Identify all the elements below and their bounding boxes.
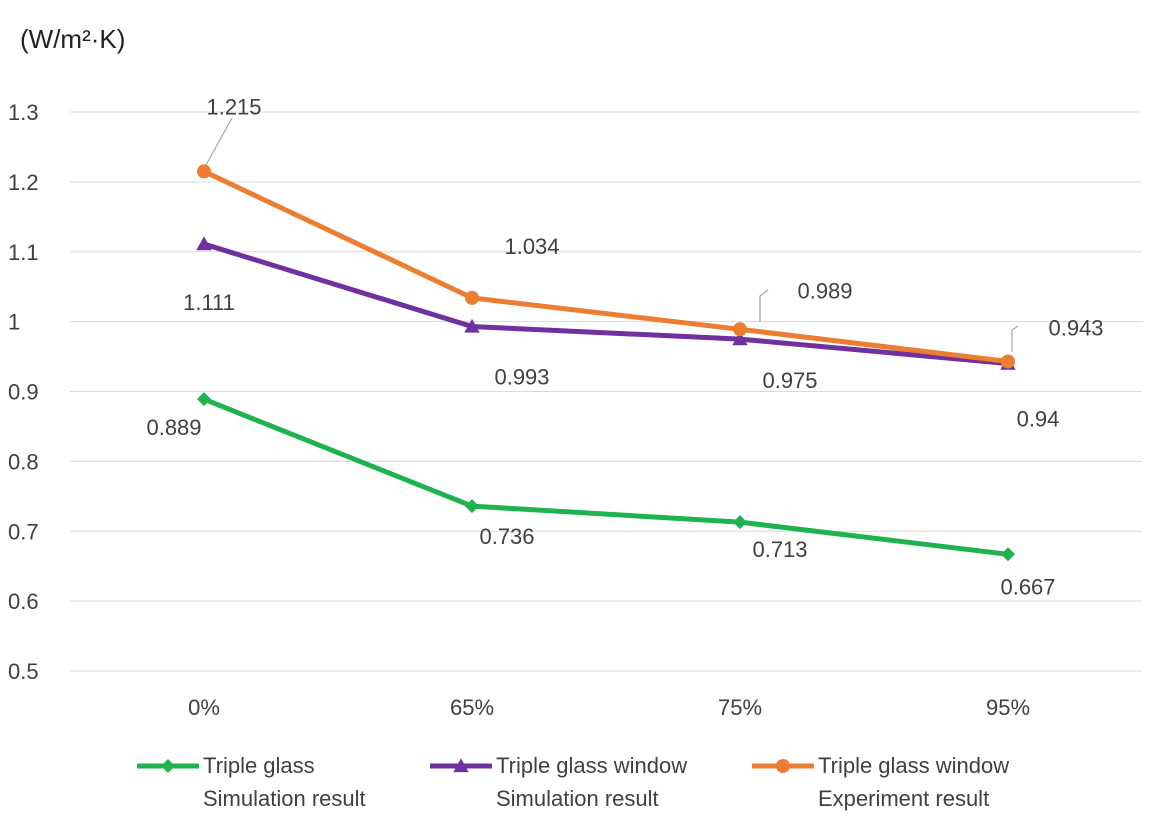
- legend-item-2: Triple glass window Simulation result: [430, 753, 687, 811]
- circle-marker: [197, 164, 211, 179]
- legend-label: Experiment result: [818, 786, 989, 811]
- diamond-marker-legend: [161, 759, 175, 773]
- triangle-marker: [196, 236, 212, 251]
- data-label: 0.889: [146, 415, 201, 440]
- x-axis-ticks: 0% 65% 75% 95%: [188, 695, 1030, 720]
- x-tick-label: 75%: [718, 695, 762, 720]
- leader-line: [205, 117, 233, 166]
- diamond-marker: [733, 515, 747, 530]
- y-axis-ticks: 0.5 0.6 0.7 0.8 0.9 1 1.1 1.2 1.3: [8, 100, 39, 684]
- y-tick-label: 1: [8, 310, 20, 335]
- y-tick-label: 0.5: [8, 659, 39, 684]
- x-tick-label: 95%: [986, 695, 1030, 720]
- series-line-2: [203, 241, 1009, 367]
- circle-marker: [1001, 354, 1015, 369]
- y-tick-label: 1.1: [8, 240, 39, 265]
- legend-label: Triple glass window: [818, 753, 1009, 778]
- data-label: 1.111: [183, 290, 235, 315]
- triangle-marker: [464, 318, 480, 333]
- y-tick-label: 0.8: [8, 449, 39, 474]
- data-label: 0.667: [1000, 574, 1055, 599]
- y-tick-label: 1.2: [8, 170, 39, 195]
- data-label: 1.034: [504, 234, 559, 259]
- data-label: 0.943: [1048, 315, 1103, 340]
- circle-marker-legend: [776, 759, 790, 773]
- series-layer: [196, 164, 1016, 562]
- triangle-marker: [732, 331, 748, 346]
- y-axis-unit-label: (W/m²·K): [20, 24, 125, 54]
- x-tick-label: 65%: [450, 695, 494, 720]
- gridlines: [70, 111, 1142, 672]
- legend-item-3: Triple glass window Experiment result: [752, 753, 1009, 811]
- y-tick-label: 0.7: [8, 519, 39, 544]
- legend-label: Simulation result: [496, 786, 659, 811]
- data-label: 0.736: [479, 524, 534, 549]
- legend-label: Triple glass: [203, 753, 315, 778]
- diamond-marker: [197, 392, 211, 407]
- circle-marker: [733, 322, 747, 337]
- leader-line: [759, 289, 769, 322]
- data-label: 0.993: [494, 365, 549, 390]
- circle-marker: [465, 290, 479, 305]
- y-tick-label: 1.3: [8, 100, 39, 125]
- data-label: 0.989: [797, 278, 852, 303]
- legend-item-1: Triple glass Simulation result: [137, 753, 366, 811]
- data-label: 0.713: [752, 537, 807, 562]
- series-line-3: [202, 169, 1009, 364]
- leader-line: [1011, 325, 1019, 352]
- data-label: 1.215: [206, 94, 261, 119]
- series-line-1: [203, 396, 1009, 557]
- y-tick-label: 0.6: [8, 589, 39, 614]
- data-labels: 0.889 0.736 0.713 0.667 1.111 0.993 0.975 0.94 1…: [146, 94, 1103, 599]
- diamond-marker: [1001, 547, 1015, 562]
- triangle-marker-legend: [453, 758, 469, 773]
- diamond-marker: [465, 499, 479, 514]
- x-tick-label: 0%: [188, 695, 220, 720]
- data-label: 0.94: [1017, 407, 1060, 432]
- legend-label: Simulation result: [203, 786, 366, 811]
- y-tick-label: 0.9: [8, 380, 39, 405]
- legend-label: Triple glass window: [496, 753, 687, 778]
- data-label: 0.975: [762, 368, 817, 393]
- label-leader-lines: [205, 117, 1019, 352]
